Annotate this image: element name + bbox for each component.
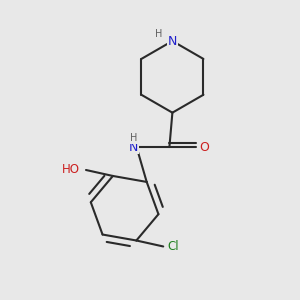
Text: HO: HO xyxy=(62,164,80,176)
Text: O: O xyxy=(199,140,209,154)
Text: N: N xyxy=(168,34,177,47)
Text: H: H xyxy=(155,28,163,38)
Text: Cl: Cl xyxy=(168,240,179,253)
Text: H: H xyxy=(130,133,137,143)
Text: N: N xyxy=(129,140,138,154)
